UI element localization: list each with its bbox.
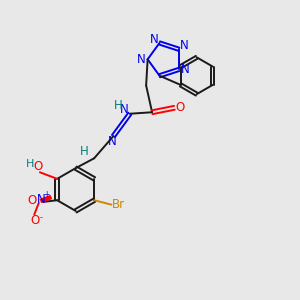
Text: O: O <box>175 101 184 114</box>
Text: N: N <box>37 193 46 206</box>
Text: -: - <box>39 213 42 222</box>
Text: Br: Br <box>111 198 124 211</box>
Text: N: N <box>150 33 159 46</box>
Text: O: O <box>33 160 43 173</box>
Text: N: N <box>120 103 129 116</box>
Text: H: H <box>26 159 34 169</box>
Text: N: N <box>137 53 146 66</box>
Text: +: + <box>43 190 50 200</box>
Text: N: N <box>181 63 190 76</box>
Text: N: N <box>180 39 188 52</box>
Text: H: H <box>114 99 123 112</box>
Text: O: O <box>30 214 40 227</box>
Text: H: H <box>80 145 89 158</box>
Text: N: N <box>108 136 116 148</box>
Text: O: O <box>28 194 37 207</box>
